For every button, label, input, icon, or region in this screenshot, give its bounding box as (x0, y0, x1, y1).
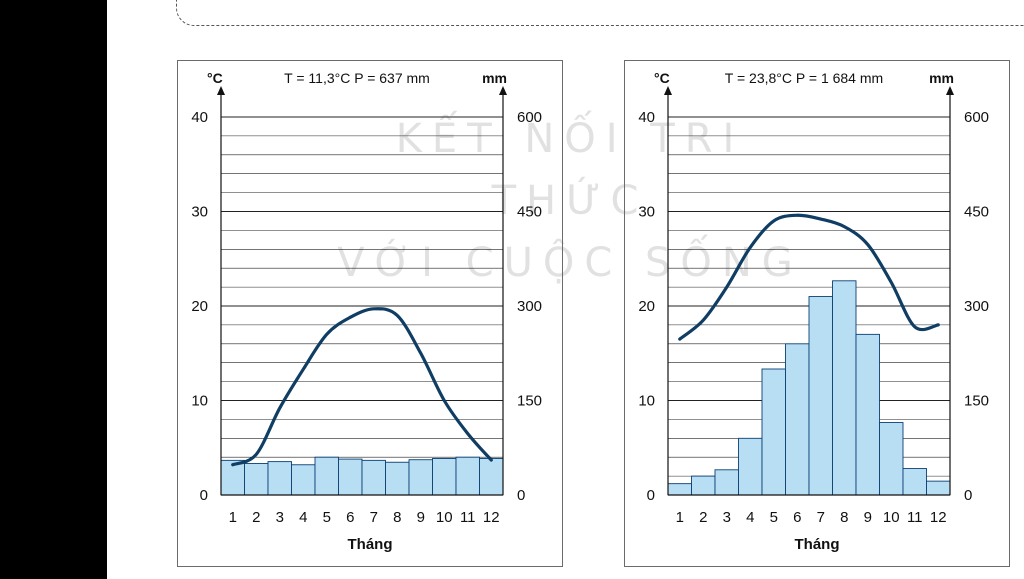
climate-chart-left: 0 10 20 30 40 0 150 300 450 600 1 2 3 4 5 6 7 8 9 10 11 12 °C T… (177, 60, 563, 567)
x-tick-label: 1 (676, 509, 684, 526)
precip-bar (291, 464, 316, 496)
right-axis-arrow (499, 86, 507, 95)
precip-bar (455, 456, 480, 496)
x-tick-label: 4 (299, 509, 307, 526)
precip-bar (738, 437, 763, 496)
x-axis-label: Tháng (348, 536, 393, 553)
watermark-line-1: KẾT NỐI TRI THỨC (395, 116, 745, 224)
precip-bar (691, 475, 716, 496)
x-tick-label: 9 (864, 509, 872, 526)
grid-lines (221, 116, 503, 496)
left-tick-label: 30 (638, 204, 655, 221)
x-tick-label: 10 (883, 509, 900, 526)
precip-bar (808, 296, 833, 496)
x-tick-label: 11 (907, 509, 923, 526)
left-axis-arrow (664, 86, 672, 95)
x-tick-label: 1 (229, 509, 237, 526)
precip-bar (761, 368, 786, 496)
right-axis-unit: mm (482, 70, 507, 86)
right-tick-label: 0 (517, 487, 525, 504)
right-tick-label: 450 (964, 204, 989, 221)
precip-bar (244, 463, 269, 496)
x-tick-label: 6 (346, 509, 354, 526)
x-tick-label: 5 (770, 509, 778, 526)
right-tick-label: 150 (964, 393, 989, 410)
precip-bar (855, 333, 880, 496)
left-tick-label: 0 (200, 487, 208, 504)
chart-title: T = 11,3°C P = 637 mm (284, 70, 430, 86)
left-tick-label: 0 (647, 487, 655, 504)
x-tick-label: 8 (393, 509, 401, 526)
left-axis-unit: °C (207, 70, 223, 86)
precip-bar (385, 461, 410, 496)
precip-bar (361, 459, 386, 496)
precip-bar (785, 343, 810, 496)
x-tick-label: 4 (746, 509, 754, 526)
x-tick-label: 12 (483, 509, 500, 526)
right-tick-label: 0 (964, 487, 972, 504)
x-tick-label: 7 (370, 509, 378, 526)
left-black-bar (0, 0, 107, 579)
top-text-frame (176, 0, 1024, 26)
temperature-line (231, 307, 493, 467)
watermark: KẾT NỐI TRI THỨC VỚI CUỘC SỐNG (330, 108, 810, 294)
x-tick-label: 6 (793, 509, 801, 526)
precip-bar (408, 459, 433, 496)
climate-chart-right: 0 10 20 30 40 0 150 300 450 600 1 2 3 4 5 6 7 8 9 10 11 12 °C T… (624, 60, 1010, 567)
x-tick-label: 9 (417, 509, 425, 526)
x-tick-label: 5 (323, 509, 331, 526)
right-tick-label: 600 (517, 109, 542, 126)
precip-bar (267, 461, 292, 496)
precip-bar (902, 468, 927, 496)
right-axis-arrow (946, 86, 954, 95)
precip-bar (714, 469, 739, 496)
precip-bar (667, 483, 692, 496)
precip-bar (832, 280, 857, 496)
precip-bar (314, 456, 339, 496)
right-axis-unit: mm (929, 70, 954, 86)
right-tick-label: 150 (517, 393, 542, 410)
chart-title: T = 23,8°C P = 1 684 mm (725, 70, 883, 86)
right-tick-label: 600 (964, 109, 989, 126)
left-tick-label: 20 (191, 298, 208, 315)
x-tick-label: 3 (723, 509, 731, 526)
precip-bar (338, 458, 363, 496)
x-tick-label: 11 (460, 509, 476, 526)
x-tick-label: 8 (840, 509, 848, 526)
right-tick-label: 300 (517, 298, 542, 315)
precip-bar (479, 458, 504, 496)
x-tick-label: 10 (436, 509, 453, 526)
precip-bar (879, 422, 904, 496)
left-tick-label: 30 (191, 204, 208, 221)
right-tick-label: 300 (964, 298, 989, 315)
watermark-line-2: VỚI CUỘC SỐNG (337, 240, 803, 286)
left-tick-label: 10 (191, 393, 208, 410)
right-tick-label: 450 (517, 204, 542, 221)
precip-bar (432, 458, 457, 496)
left-tick-label: 40 (638, 109, 655, 126)
left-axis-arrow (217, 86, 225, 95)
left-tick-label: 40 (191, 109, 208, 126)
precip-bar (926, 480, 951, 496)
x-tick-label: 3 (276, 509, 284, 526)
left-tick-label: 10 (638, 393, 655, 410)
x-tick-label: 2 (699, 509, 707, 526)
temperature-line (678, 213, 940, 341)
x-tick-label: 2 (252, 509, 260, 526)
x-axis-label: Tháng (795, 536, 840, 553)
x-tick-label: 12 (930, 509, 947, 526)
x-tick-label: 7 (817, 509, 825, 526)
left-tick-label: 20 (638, 298, 655, 315)
left-axis-unit: °C (654, 70, 670, 86)
